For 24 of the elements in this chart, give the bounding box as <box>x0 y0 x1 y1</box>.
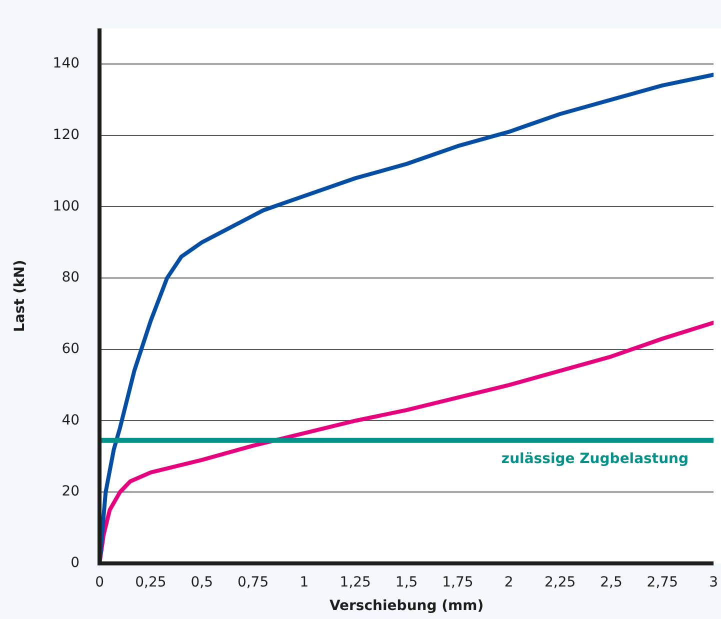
y-tick-label: 80 <box>62 270 80 286</box>
y-tick-label: 120 <box>52 127 80 144</box>
x-tick-label: 3 <box>709 574 718 590</box>
x-tick-label: 1 <box>300 574 309 590</box>
x-tick-label: 1,25 <box>340 574 371 590</box>
y-tick-label: 40 <box>62 412 80 428</box>
x-tick-label: 2,75 <box>646 574 678 590</box>
y-tick-label: 100 <box>52 198 80 214</box>
y-tick-label: 0 <box>70 555 80 572</box>
y-axis-title: Last (kN) <box>12 260 28 332</box>
x-tick-label: 2 <box>504 574 514 590</box>
y-tick-label: 60 <box>62 341 80 358</box>
x-tick-label: 2,25 <box>544 574 576 590</box>
x-tick-label: 0 <box>95 574 104 590</box>
ref-line-label: zulässige Zugbelastung <box>501 450 689 467</box>
y-tick-label: 140 <box>52 56 80 72</box>
x-tick-label: 1,75 <box>442 574 474 590</box>
x-tick-label: 0,75 <box>237 574 269 590</box>
x-tick-label: 0,25 <box>135 574 166 590</box>
x-tick-label: 0,5 <box>190 574 213 590</box>
y-tick-label: 20 <box>62 484 80 500</box>
x-axis-title: Verschiebung (mm) <box>329 598 484 614</box>
x-tick-label: 2,5 <box>600 574 622 590</box>
x-tick-label: 1,5 <box>395 574 418 590</box>
